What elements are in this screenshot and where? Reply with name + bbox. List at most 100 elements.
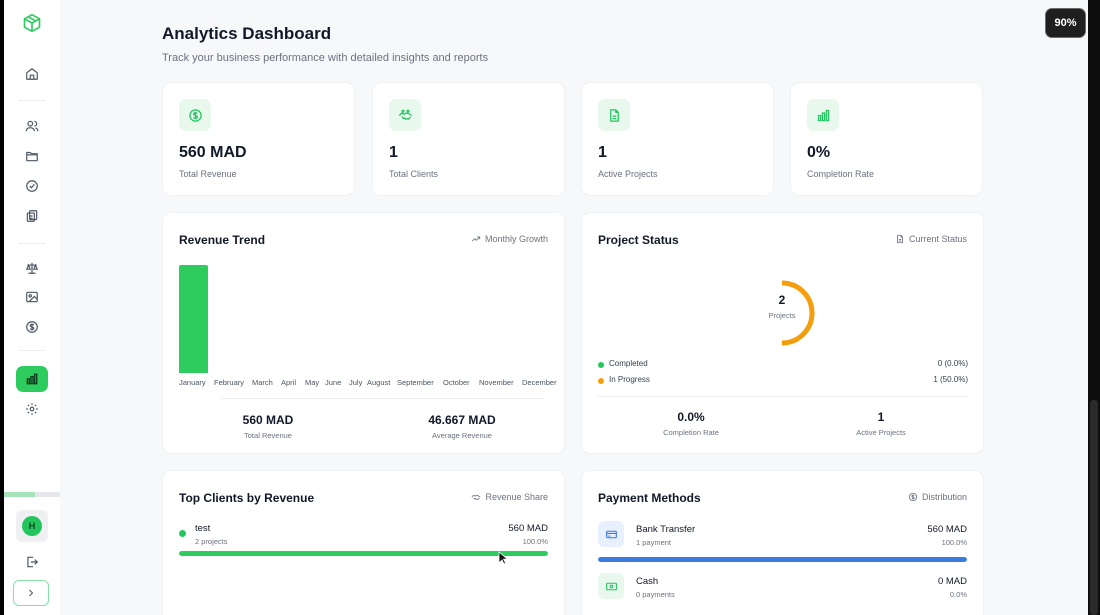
stat-card-clients: 1 Total Clients bbox=[373, 83, 564, 195]
client-percent: 100.0% bbox=[522, 537, 548, 546]
payment-method-count: 1 payment bbox=[636, 538, 672, 547]
gear-icon bbox=[26, 403, 38, 415]
sidebar-item-home[interactable] bbox=[16, 61, 48, 87]
project-status-card: Project Status Current Status 2 Projects… bbox=[582, 213, 983, 453]
card-tag-label: Current Status bbox=[908, 234, 967, 244]
legend-dot bbox=[598, 362, 604, 368]
credit-card-icon bbox=[598, 521, 624, 547]
sidebar-item-media[interactable] bbox=[16, 284, 48, 310]
payment-method-bar bbox=[598, 557, 967, 562]
stat-value: 1 bbox=[598, 144, 607, 161]
page-title: Analytics Dashboard bbox=[162, 24, 332, 43]
sidebar-divider bbox=[18, 243, 46, 244]
trending-up-icon bbox=[471, 236, 481, 242]
sidebar-progress bbox=[4, 492, 60, 497]
client-dot bbox=[179, 530, 186, 537]
client-projects: 2 projects bbox=[195, 537, 228, 546]
sidebar-item-payments[interactable] bbox=[16, 314, 48, 340]
donut-label: Projects bbox=[768, 311, 796, 320]
user-menu[interactable]: H bbox=[16, 510, 48, 542]
scrollbar[interactable] bbox=[1088, 0, 1100, 615]
legend-value: 1 (50.0%) bbox=[933, 375, 968, 384]
month-label: September bbox=[397, 378, 434, 387]
summary-value: 1 bbox=[877, 410, 885, 424]
client-name: test bbox=[195, 523, 211, 534]
top-clients-card: Top Clients by Revenue Revenue Share tes… bbox=[163, 471, 564, 615]
card-title: Payment Methods bbox=[598, 491, 701, 505]
revenue-share-tag: Revenue Share bbox=[471, 492, 548, 502]
card-title: Project Status bbox=[598, 233, 679, 247]
sidebar-item-legal[interactable] bbox=[16, 255, 48, 281]
month-label: April bbox=[281, 378, 297, 387]
summary-value: 560 MAD bbox=[242, 413, 294, 427]
card-tag-label: Monthly Growth bbox=[484, 234, 548, 244]
month-label: October bbox=[443, 378, 470, 387]
sidebar-divider bbox=[18, 350, 46, 351]
client-share-bar bbox=[179, 551, 548, 556]
divider bbox=[598, 396, 968, 397]
card-title: Top Clients by Revenue bbox=[179, 491, 315, 505]
payment-methods-card: Payment Methods Distribution Bank Transf… bbox=[582, 471, 983, 615]
legend-dot bbox=[598, 378, 604, 384]
sidebar-item-analytics[interactable] bbox=[16, 366, 48, 392]
stat-value: 0% bbox=[807, 144, 831, 161]
card-tag-label: Distribution bbox=[921, 492, 967, 502]
bar-chart-icon bbox=[26, 373, 38, 385]
page-subtitle: Track your business performance with det… bbox=[162, 52, 489, 64]
stat-label: Total Revenue bbox=[179, 169, 237, 179]
summary-value: 0.0% bbox=[677, 410, 705, 424]
month-axis: January February March April May June July Augu… bbox=[179, 378, 563, 390]
payment-method-name: Bank Transfer bbox=[636, 524, 696, 535]
handshake-icon bbox=[471, 494, 481, 501]
monthly-growth-tag: Monthly Growth bbox=[471, 234, 548, 244]
summary-value: 46.667 MAD bbox=[428, 413, 496, 427]
card-title: Revenue Trend bbox=[179, 233, 266, 247]
sidebar-item-tasks[interactable] bbox=[16, 173, 48, 199]
sidebar-item-settings[interactable] bbox=[16, 396, 48, 422]
payment-method-percent: 0.0% bbox=[949, 590, 967, 599]
app-window: H Analytics Dashboard Track your busines… bbox=[4, 0, 1088, 615]
project-status-donut bbox=[749, 280, 815, 346]
dollar-circle-icon bbox=[908, 492, 918, 502]
divider bbox=[221, 398, 544, 399]
home-icon bbox=[26, 68, 38, 80]
cube-logo-icon[interactable] bbox=[16, 10, 48, 36]
month-label: March bbox=[252, 378, 273, 387]
sidebar-item-projects[interactable] bbox=[16, 143, 48, 169]
legend-item-in-progress: In Progress 1 (50.0%) bbox=[598, 375, 968, 387]
revenue-trend-card: Revenue Trend Monthly Growth January Febr… bbox=[163, 213, 564, 453]
logout-icon bbox=[27, 556, 39, 568]
legend-name: Completed bbox=[609, 359, 648, 368]
sidebar-item-clients[interactable] bbox=[16, 113, 48, 139]
stat-label: Total Clients bbox=[389, 169, 439, 179]
payment-method-count: 0 payments bbox=[636, 590, 675, 599]
file-icon bbox=[598, 99, 630, 131]
image-icon bbox=[26, 291, 38, 303]
scrollbar-thumb[interactable] bbox=[1090, 400, 1098, 615]
client-amount: 560 MAD bbox=[508, 523, 548, 534]
donut-segment-in-progress[interactable] bbox=[749, 280, 815, 346]
zoom-level-badge[interactable]: 90% bbox=[1045, 8, 1086, 38]
stat-value: 1 bbox=[389, 144, 398, 161]
dollar-icon bbox=[179, 99, 211, 131]
sidebar-item-logout[interactable] bbox=[16, 549, 48, 575]
stat-card-projects: 1 Active Projects bbox=[582, 83, 773, 195]
payment-method-percent: 100.0% bbox=[941, 538, 967, 547]
stat-label: Active Projects bbox=[598, 169, 658, 179]
revenue-bar-january[interactable] bbox=[179, 265, 208, 373]
folder-icon bbox=[26, 151, 38, 162]
mouse-cursor-icon bbox=[498, 551, 508, 565]
summary-label: Total Revenue bbox=[244, 431, 292, 440]
banknote-icon bbox=[598, 573, 624, 599]
avatar: H bbox=[22, 516, 42, 536]
sidebar-expand-button[interactable] bbox=[13, 580, 49, 606]
summary-label: Average Revenue bbox=[432, 431, 492, 440]
users-icon bbox=[25, 120, 39, 132]
month-label: May bbox=[305, 378, 320, 387]
payment-method-amount: 560 MAD bbox=[927, 524, 967, 535]
sidebar-item-documents[interactable] bbox=[16, 203, 48, 229]
copy-icon bbox=[26, 210, 38, 222]
legend-value: 0 (0.0%) bbox=[937, 359, 968, 368]
month-label: November bbox=[479, 378, 514, 387]
stat-label: Completion Rate bbox=[807, 169, 875, 179]
